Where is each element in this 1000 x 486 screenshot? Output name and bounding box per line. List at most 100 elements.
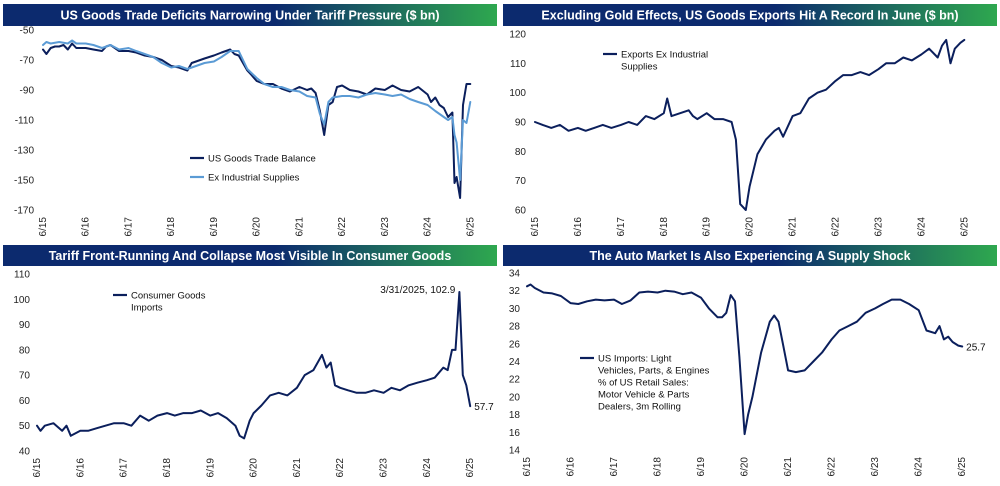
y-tick-label: 120	[509, 30, 526, 41]
x-tick-label: 6/20	[745, 217, 756, 237]
x-tick-label: 6/21	[783, 457, 794, 477]
y-tick-label: 28	[509, 322, 521, 333]
last-value-annotation: 25.7	[966, 342, 986, 353]
y-tick-label: 60	[515, 206, 527, 217]
x-tick-label: 6/21	[294, 217, 305, 237]
y-tick-label: 90	[19, 320, 31, 331]
y-tick-label: 70	[515, 176, 527, 187]
legend-label: Ex Industrial Supplies	[208, 173, 300, 184]
x-tick-label: 6/16	[75, 458, 86, 478]
chart-panel-consumer-goods: Tariff Front-Running And Collapse Most V…	[3, 245, 497, 477]
x-tick-label: 6/18	[162, 458, 173, 478]
x-tick-label: 6/18	[166, 217, 177, 237]
y-tick-label: -90	[20, 86, 35, 97]
x-tick-label: 6/20	[252, 217, 263, 237]
y-tick-label: 18	[509, 410, 521, 421]
legend-label: US Goods Trade Balance	[208, 154, 316, 165]
x-tick-label: 6/19	[696, 457, 707, 477]
x-tick-label: 6/25	[957, 457, 968, 477]
x-tick-label: 6/16	[573, 217, 584, 237]
x-tick-label: 6/24	[916, 217, 927, 237]
x-tick-label: 6/22	[830, 217, 841, 237]
y-tick-label: 90	[515, 118, 527, 129]
y-tick-label: 100	[509, 88, 526, 99]
x-tick-label: 6/21	[788, 217, 799, 237]
y-tick-label: -130	[14, 146, 34, 157]
x-tick-label: 6/18	[659, 217, 670, 237]
y-tick-label: 22	[509, 375, 521, 386]
x-tick-label: 6/23	[870, 457, 881, 477]
chart-panel-auto-market: The Auto Market Is Also Experiencing A S…	[503, 245, 997, 476]
y-tick-label: 32	[509, 286, 521, 297]
y-tick-label: -150	[14, 176, 34, 187]
y-tick-label: -50	[20, 26, 35, 37]
x-tick-label: 6/17	[609, 457, 620, 477]
x-tick-label: 6/20	[249, 458, 260, 478]
y-tick-label: 14	[509, 446, 521, 457]
y-tick-label: 26	[509, 339, 521, 350]
y-tick-label: -70	[20, 56, 35, 67]
x-tick-label: 6/25	[465, 458, 476, 478]
x-tick-label: 6/23	[873, 217, 884, 237]
x-tick-label: 6/16	[81, 217, 92, 237]
plot-area: 110 100 90 80 70 60 50 406/15 6/16 6/17 6/18 6/19 6/…	[13, 270, 494, 478]
chart-title: Tariff Front-Running And Collapse Most V…	[49, 249, 452, 263]
y-tick-label: 34	[509, 269, 521, 280]
legend-label: Consumer Goods Imports	[131, 291, 206, 314]
x-tick-label: 6/15	[530, 217, 541, 237]
y-tick-label: -170	[14, 206, 34, 217]
x-tick-label: 6/24	[914, 457, 925, 477]
x-tick-label: 6/23	[380, 217, 391, 237]
y-tick-label: -110	[15, 116, 35, 127]
x-tick-label: 6/22	[827, 457, 838, 477]
series-line	[526, 283, 964, 436]
chart-panel-trade-balance: US Goods Trade Deficits Narrowing Under …	[3, 4, 497, 236]
y-tick-label: 20	[509, 392, 521, 403]
y-tick-label: 30	[509, 304, 521, 315]
y-tick-label: 70	[19, 371, 31, 382]
plot-area: 120 110 100 90 80 70 606/15 6/16 6/17 6/18 6/19 6/2…	[509, 30, 970, 237]
y-tick-label: 24	[509, 357, 521, 368]
chart-panel-exports: Excluding Gold Effects, US Goods Exports…	[503, 4, 997, 236]
chart-title: The Auto Market Is Also Experiencing A S…	[589, 249, 910, 263]
x-tick-label: 6/21	[292, 458, 303, 478]
legend-label: Exports Ex Industrial Supplies	[621, 50, 708, 73]
x-tick-label: 6/22	[337, 217, 348, 237]
y-tick-label: 80	[19, 345, 31, 356]
series-line	[36, 291, 472, 440]
title-bar	[503, 245, 997, 266]
x-tick-label: 6/17	[123, 217, 134, 237]
x-tick-label: 6/16	[566, 457, 577, 477]
y-tick-label: 40	[19, 447, 31, 458]
x-tick-label: 6/15	[38, 217, 49, 237]
x-tick-label: 6/24	[422, 458, 433, 478]
x-tick-label: 6/25	[959, 217, 970, 237]
x-tick-label: 6/17	[119, 458, 130, 478]
y-tick-label: 60	[19, 396, 31, 407]
x-tick-label: 6/19	[205, 458, 216, 478]
legend-label: US Imports: Light Vehicles, Parts, & Engi…	[598, 354, 710, 413]
series-line	[534, 38, 966, 211]
x-tick-label: 6/15	[522, 457, 533, 477]
x-tick-label: 6/24	[423, 217, 434, 237]
title-bar	[3, 4, 497, 26]
x-tick-label: 6/23	[379, 458, 390, 478]
x-tick-label: 6/15	[32, 458, 43, 478]
title-bar	[503, 4, 997, 26]
y-tick-label: 80	[515, 147, 527, 158]
chart-title: US Goods Trade Deficits Narrowing Under …	[60, 9, 439, 23]
x-tick-label: 6/19	[209, 217, 220, 237]
y-tick-label: 110	[14, 270, 30, 281]
peak-annotation: 3/31/2025, 102.9	[380, 285, 456, 296]
x-tick-label: 6/18	[653, 457, 664, 477]
x-tick-label: 6/19	[702, 217, 713, 237]
y-tick-label: 110	[510, 59, 526, 70]
plot-area: -50 -70 -90 -110 -130 -150 -170 6/15 6/16 6/17 6/1…	[14, 26, 476, 237]
x-tick-label: 6/17	[616, 217, 627, 237]
x-tick-label: 6/20	[740, 457, 751, 477]
x-tick-label: 6/25	[465, 217, 476, 237]
last-value-annotation: 57.7	[474, 402, 494, 413]
plot-area: 34 32 30 28 26 24 22 20 18 16 146/15 6/16 6/17 6/18 6/…	[509, 269, 986, 477]
title-bar	[3, 245, 497, 266]
